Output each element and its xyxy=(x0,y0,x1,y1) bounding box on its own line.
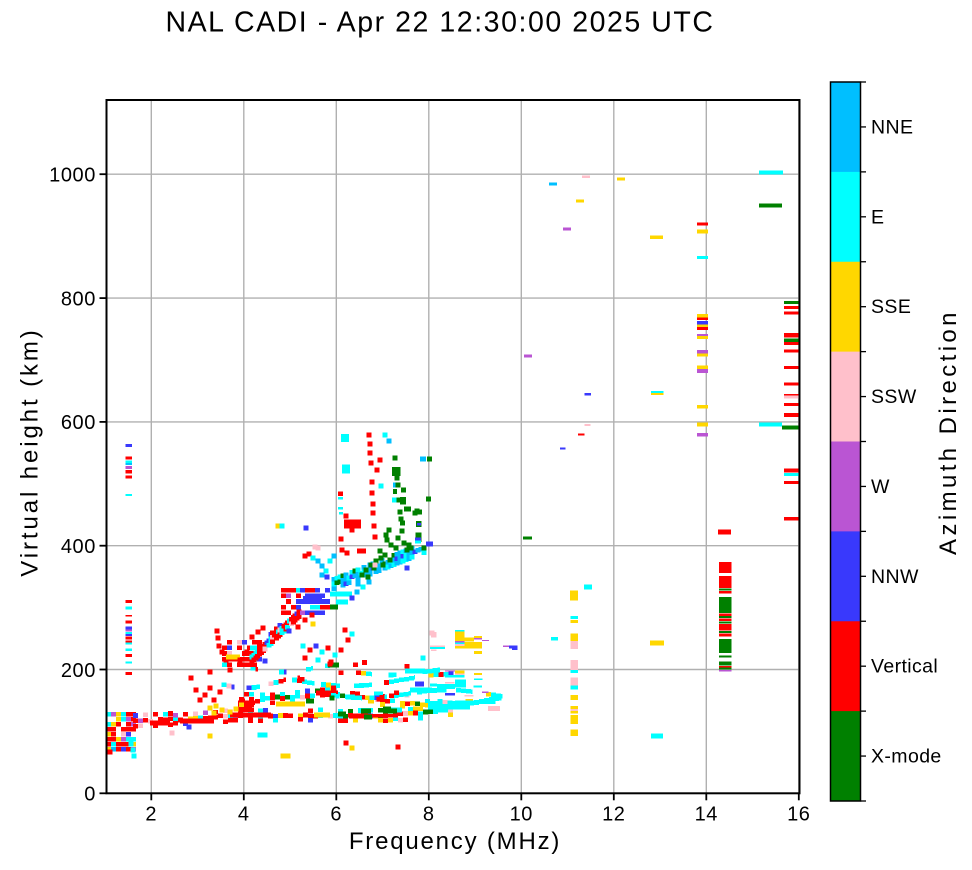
svg-text:SSW: SSW xyxy=(871,386,917,408)
svg-text:600: 600 xyxy=(61,412,96,434)
svg-text:E: E xyxy=(871,206,884,228)
svg-text:0: 0 xyxy=(84,784,96,806)
svg-text:12: 12 xyxy=(602,804,625,826)
svg-text:10: 10 xyxy=(510,804,533,826)
svg-text:Vertical: Vertical xyxy=(871,656,938,678)
svg-text:1000: 1000 xyxy=(49,165,96,187)
svg-text:X-mode: X-mode xyxy=(871,746,942,768)
svg-text:NNE: NNE xyxy=(871,116,913,138)
svg-text:4: 4 xyxy=(238,804,250,826)
svg-text:400: 400 xyxy=(61,536,96,558)
svg-text:Virtual height (km): Virtual height (km) xyxy=(17,327,44,576)
svg-text:8: 8 xyxy=(423,804,435,826)
svg-text:NAL CADI - Apr 22 12:30:00 202: NAL CADI - Apr 22 12:30:00 2025 UTC xyxy=(165,7,714,39)
svg-text:W: W xyxy=(871,476,890,498)
svg-text:Azimuth Direction: Azimuth Direction xyxy=(935,309,962,555)
svg-text:NNW: NNW xyxy=(871,566,919,588)
svg-text:200: 200 xyxy=(61,660,96,682)
svg-text:16: 16 xyxy=(787,804,810,826)
svg-text:Frequency (MHz): Frequency (MHz) xyxy=(349,828,561,855)
svg-text:800: 800 xyxy=(61,288,96,310)
svg-text:6: 6 xyxy=(330,804,342,826)
svg-text:SSE: SSE xyxy=(871,296,911,318)
svg-text:2: 2 xyxy=(145,804,157,826)
svg-text:14: 14 xyxy=(695,804,718,826)
